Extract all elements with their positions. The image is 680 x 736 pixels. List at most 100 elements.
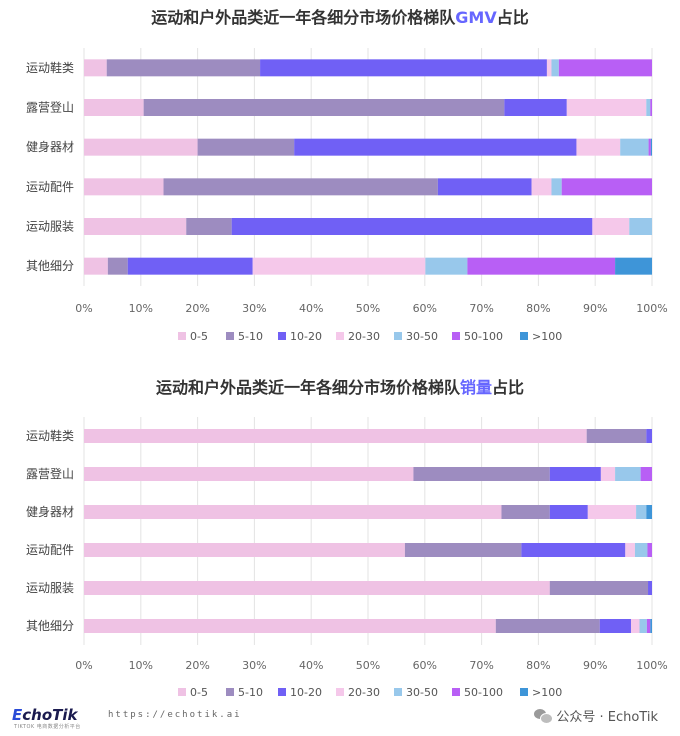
- x-tick-label: 0%: [75, 302, 92, 315]
- chart2-title: 运动和户外品类近一年各细分市场价格梯队销量占比: [0, 374, 680, 398]
- wechat-label: 公众号 · EchoTik: [556, 710, 658, 725]
- chart1-title: 运动和户外品类近一年各细分市场价格梯队GMV占比: [0, 4, 680, 28]
- category-label: 露营登山: [26, 466, 74, 481]
- category-label: 运动鞋类: [26, 428, 74, 443]
- bar-segment-20-30: [252, 257, 426, 275]
- legend-swatch: [520, 688, 528, 696]
- site-url: https://echotik.ai: [108, 710, 242, 720]
- chart2-title-text: 运动和户外品类近一年各细分市场价格梯队: [155, 378, 460, 397]
- x-tick-label: 40%: [299, 659, 323, 672]
- x-tick-label: 50%: [356, 659, 380, 672]
- bar-segment-30-50: [551, 59, 559, 77]
- bar-segment-30-50: [425, 257, 468, 275]
- bar-segment-10-20: [231, 218, 593, 235]
- legend-label: 0-5: [190, 330, 208, 343]
- legend-swatch: [394, 688, 402, 696]
- bar-segment-10-20: [646, 429, 652, 443]
- bar-segment-5-10: [501, 505, 550, 519]
- category-label: 露营登山: [26, 100, 74, 115]
- legend-swatch: [226, 688, 234, 696]
- bar-segment-50-100: [467, 257, 616, 275]
- x-tick-label: 20%: [185, 659, 209, 672]
- legend-swatch: [278, 332, 286, 340]
- bar-segment-5-10: [143, 99, 505, 116]
- wechat-account: 公众号 · EchoTik: [534, 706, 658, 725]
- chart2-title-suffix: 占比: [492, 378, 525, 397]
- bar-segment-50-100: [558, 59, 652, 77]
- bar-segment-50-100: [561, 178, 652, 196]
- bar-segment->100: [615, 257, 652, 275]
- category-label: 运动鞋类: [26, 60, 74, 75]
- bar-segment->100: [646, 505, 652, 519]
- bar-segment-5-10: [107, 257, 128, 275]
- x-tick-label: 80%: [526, 659, 550, 672]
- bar-segment-10-20: [521, 543, 626, 557]
- bar-segment-0-5: [84, 581, 550, 595]
- x-tick-label: 100%: [636, 302, 667, 315]
- legend-swatch: [178, 688, 186, 696]
- bar-segment-10-20: [648, 581, 652, 595]
- bar-segment-0-5: [84, 138, 198, 156]
- bar-segment-0-5: [84, 505, 502, 519]
- bar-segment-20-30: [546, 59, 552, 77]
- legend-swatch: [452, 332, 460, 340]
- echotik-logo: EchoTik: [12, 706, 77, 724]
- legend-label: >100: [532, 686, 562, 699]
- wechat-icon: [534, 708, 554, 724]
- bar-segment-50-100: [640, 467, 652, 481]
- bar-segment-10-20: [260, 59, 547, 77]
- category-label: 其他细分: [26, 619, 74, 633]
- category-label: 运动服装: [26, 581, 74, 595]
- chart2-volume-share: 0% 10% 20% 30% 40% 50% 60% 70% 80% 90% 100% 运动鞋类露营登…: [26, 417, 668, 699]
- bar-segment-0-5: [84, 178, 164, 196]
- bar-segment-10-20: [294, 138, 577, 156]
- bar-segment-20-30: [587, 505, 637, 519]
- bar-segment-0-5: [84, 619, 496, 633]
- category-label: 健身器材: [26, 139, 74, 154]
- bar-segment-30-50: [646, 99, 651, 116]
- bar-segment-5-10: [413, 467, 550, 481]
- legend-label: 5-10: [238, 330, 263, 343]
- bar-segment-10-20: [504, 99, 567, 116]
- legend-swatch: [178, 332, 186, 340]
- chart1-title-highlight: GMV: [455, 8, 497, 27]
- legend-swatch: [336, 688, 344, 696]
- bar-segment-20-30: [566, 99, 647, 116]
- bar-segment-20-30: [625, 543, 635, 557]
- x-tick-label: 50%: [356, 302, 380, 315]
- bar-segment-30-50: [629, 218, 652, 235]
- bar-segment-0-5: [84, 59, 107, 77]
- legend-label: 30-50: [406, 686, 438, 699]
- bar-segment-0-5: [84, 218, 187, 235]
- bar-segment-10-20: [549, 467, 601, 481]
- legend-label: 20-30: [348, 686, 380, 699]
- bar-segment-50-100: [648, 138, 651, 156]
- category-label: 健身器材: [26, 504, 74, 519]
- x-tick-label: 10%: [129, 302, 153, 315]
- bar-segment-30-50: [551, 178, 562, 196]
- x-tick-label: 70%: [469, 302, 493, 315]
- legend-label: 50-100: [464, 686, 503, 699]
- bar-segment-50-100: [647, 543, 652, 557]
- logo-text: choTik: [22, 706, 78, 724]
- chart1-gmv-share: 0% 10% 20% 30% 40% 50% 60% 70% 80% 90% 100% 运动鞋类露营登…: [26, 48, 668, 343]
- category-label: 运动服装: [26, 220, 74, 234]
- category-label: 其他细分: [26, 259, 74, 273]
- bar-segment-0-5: [84, 257, 108, 275]
- chart1-title-suffix: 占比: [496, 8, 529, 27]
- x-tick-label: 90%: [583, 659, 607, 672]
- legend-label: 0-5: [190, 686, 208, 699]
- logo-subtext: TIKTOK 电商数据分析平台: [14, 724, 81, 730]
- legend-label: 5-10: [238, 686, 263, 699]
- bar-segment-0-5: [84, 467, 414, 481]
- bar-segment-30-50: [639, 619, 647, 633]
- bar-segment-30-50: [620, 138, 649, 156]
- bar-segment-5-10: [549, 581, 649, 595]
- bar-segment-20-30: [600, 467, 616, 481]
- legend-swatch: [278, 688, 286, 696]
- legend-swatch: [520, 332, 528, 340]
- bar-segment-10-20: [549, 505, 588, 519]
- x-tick-label: 70%: [469, 659, 493, 672]
- x-tick-label: 30%: [242, 302, 266, 315]
- bar-segment-0-5: [84, 543, 405, 557]
